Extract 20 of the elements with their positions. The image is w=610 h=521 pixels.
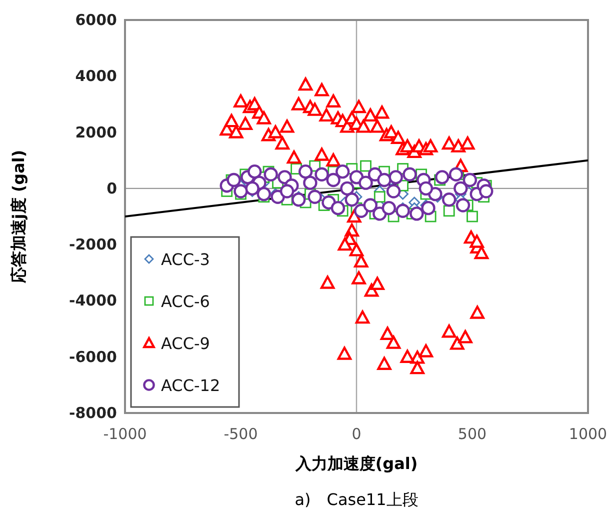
legend-label: ACC-12 bbox=[161, 376, 220, 395]
y-axis-title: 応答加速j度 (gal) bbox=[9, 150, 28, 284]
y-tick-label: -6000 bbox=[69, 348, 117, 366]
text: a) Case11上段 bbox=[294, 490, 418, 509]
y-tick-label: -2000 bbox=[69, 236, 117, 254]
x-axis-title: 入力加速度(gal) bbox=[294, 454, 418, 473]
y-tick-label: -4000 bbox=[69, 292, 117, 310]
x-tick-label: -500 bbox=[224, 425, 258, 443]
y-tick-label: 0 bbox=[106, 179, 117, 198]
y-tick-label: 6000 bbox=[75, 11, 117, 29]
y-tick-label: -8000 bbox=[69, 404, 117, 422]
legend-label: ACC-6 bbox=[161, 292, 210, 311]
y-tick-label: 4000 bbox=[75, 67, 117, 86]
legend-label: ACC-3 bbox=[161, 250, 210, 269]
x-tick-label: 1000 bbox=[568, 425, 608, 443]
y-tick-label: 2000 bbox=[75, 123, 117, 142]
x-tick-label: 500 bbox=[458, 425, 487, 443]
x-tick-label: 0 bbox=[352, 425, 362, 443]
x-tick-label: -1000 bbox=[103, 425, 147, 443]
legend-label: ACC-9 bbox=[161, 334, 210, 353]
